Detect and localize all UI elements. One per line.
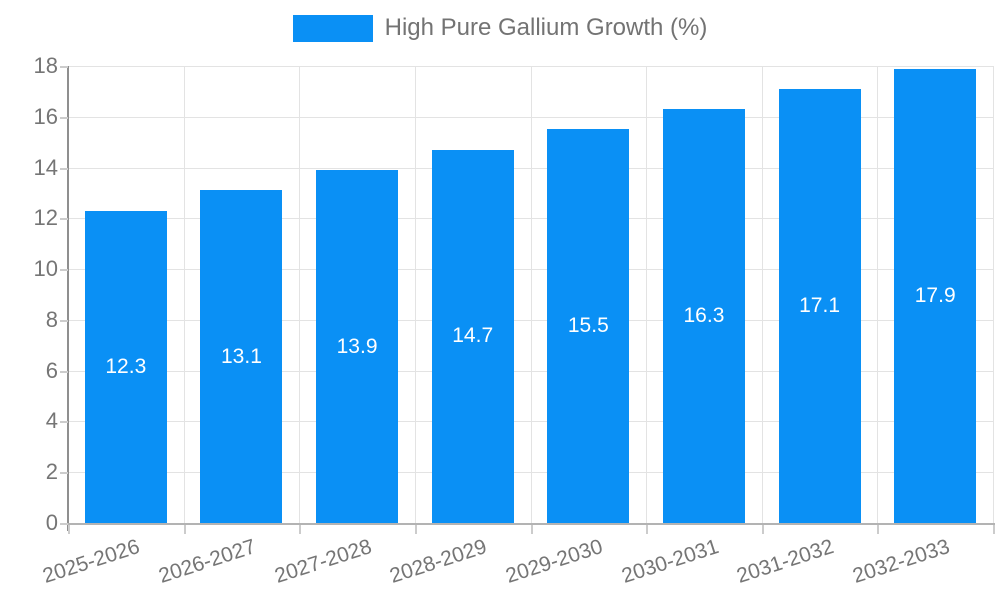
y-tick-mark [60,167,68,170]
bar-value-label: 13.9 [336,334,378,358]
x-tick-mark [414,525,417,534]
y-tick-mark [60,319,68,322]
x-tick-mark [646,525,649,534]
bar[interactable]: 13.1 [200,190,283,523]
bar[interactable]: 13.9 [316,170,399,523]
x-tick-mark [299,525,302,534]
y-tick-mark [60,523,68,525]
x-tick-label: 2029-2030 [502,535,606,588]
v-gridline [993,66,994,523]
bar-value-label: 14.7 [452,324,494,348]
x-tick-label: 2030-2031 [618,535,722,588]
x-tick-mark [68,525,70,534]
v-gridline [183,66,185,523]
y-tick-label: 10 [33,256,58,282]
bar-value-label: 12.3 [105,354,147,378]
bar[interactable]: 12.3 [84,210,167,523]
x-tick-label: 2031-2032 [734,535,837,588]
y-tick-mark [60,66,68,68]
y-tick-mark [60,116,68,119]
legend-label: High Pure Gallium Growth (%) [384,14,708,41]
bar-value-label: 17.1 [799,293,840,317]
y-tick-label: 0 [45,510,58,535]
bar-value-label: 13.1 [221,344,262,368]
x-tick-mark [993,525,995,534]
y-tick-label: 2 [45,459,58,485]
x-tick-mark [761,525,764,534]
y-tick-mark [60,218,68,221]
y-tick-mark [60,370,68,373]
y-tick-mark [60,472,68,475]
bar[interactable]: 17.9 [894,68,977,523]
x-tick-mark [877,525,880,534]
bar[interactable]: 14.7 [431,149,514,523]
bar-value-label: 15.5 [567,314,609,338]
v-gridline [414,66,416,523]
bar[interactable]: 15.5 [547,129,630,523]
legend-item[interactable]: High Pure Gallium Growth (%) [292,14,708,42]
bar[interactable]: 16.3 [662,109,745,523]
y-tick-label: 18 [33,53,58,78]
y-tick-label: 6 [45,357,58,383]
y-tick-label: 14 [33,154,58,180]
bar-value-label: 16.3 [683,304,725,328]
y-axis-line [67,66,69,531]
bar[interactable]: 17.1 [778,88,861,523]
x-tick-label: 2032-2033 [849,535,953,588]
x-tick-label: 2028-2029 [387,535,490,588]
y-tick-mark [60,269,68,272]
y-tick-label: 16 [33,103,58,129]
x-axis-line [60,523,995,525]
v-gridline [646,66,648,523]
y-tick-label: 4 [45,408,58,434]
plot-area: 12.3 13.1 13.9 14.7 15.5 16.3 17.1 17.9 [68,66,994,523]
y-tick-label: 12 [33,205,58,231]
x-tick-mark [183,525,186,534]
bar-value-label: 17.9 [914,283,956,307]
legend-swatch-icon [292,14,373,42]
x-tick-label: 2026-2027 [155,535,259,588]
y-tick-label: 8 [45,306,58,332]
x-tick-label: 2025-2026 [40,535,143,588]
v-gridline [299,66,301,523]
x-tick-mark [530,525,533,534]
v-gridline [877,66,879,523]
legend: High Pure Gallium Growth (%) [0,14,1000,42]
v-gridline [530,66,532,523]
y-tick-mark [60,421,68,424]
x-tick-label: 2027-2028 [271,535,375,588]
v-gridline [761,66,763,523]
